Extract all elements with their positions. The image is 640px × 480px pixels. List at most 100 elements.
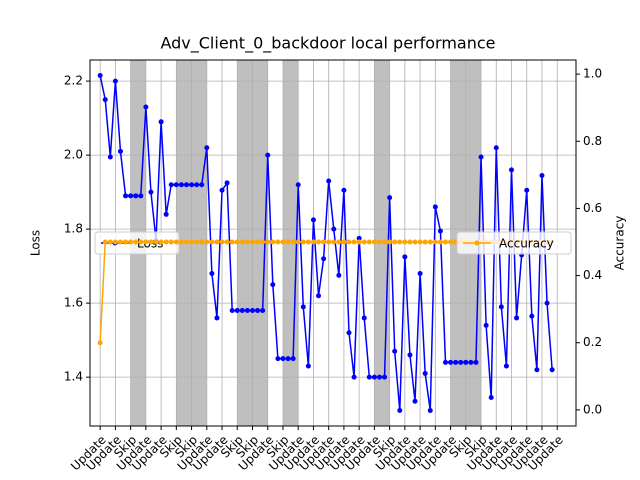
point xyxy=(432,239,438,245)
point xyxy=(331,226,337,232)
y2-tick-label: 0.0 xyxy=(583,402,602,416)
point xyxy=(341,187,347,193)
point xyxy=(290,356,296,362)
point xyxy=(189,239,195,245)
point xyxy=(97,340,103,346)
point xyxy=(229,308,235,314)
point xyxy=(209,239,215,245)
point xyxy=(514,315,520,321)
point xyxy=(468,359,474,365)
point xyxy=(310,217,316,223)
point xyxy=(280,356,286,362)
point xyxy=(128,239,134,245)
point xyxy=(128,193,134,199)
point xyxy=(453,359,459,365)
point xyxy=(239,308,245,314)
point xyxy=(422,370,428,376)
legend-label: Accuracy xyxy=(499,237,554,251)
point xyxy=(123,193,129,199)
point xyxy=(214,315,220,321)
y-tick-label: 2.2 xyxy=(64,74,83,88)
point xyxy=(478,154,484,160)
point xyxy=(117,148,123,154)
point xyxy=(265,152,271,158)
point xyxy=(244,308,250,314)
point xyxy=(285,239,291,245)
point xyxy=(183,182,189,188)
point xyxy=(234,308,240,314)
point xyxy=(189,182,195,188)
point xyxy=(305,363,311,369)
point xyxy=(112,78,118,84)
point xyxy=(503,363,509,369)
point xyxy=(168,182,174,188)
point xyxy=(382,374,388,380)
point xyxy=(107,239,113,245)
point xyxy=(427,407,433,413)
point xyxy=(463,359,469,365)
point xyxy=(366,374,372,380)
point xyxy=(133,193,139,199)
point xyxy=(371,239,377,245)
y-tick-label: 1.8 xyxy=(64,222,83,236)
point xyxy=(483,322,489,328)
point xyxy=(448,239,454,245)
y2-tick-label: 0.8 xyxy=(583,134,602,148)
point xyxy=(168,239,174,245)
point xyxy=(158,239,164,245)
point xyxy=(422,239,428,245)
point xyxy=(544,300,550,306)
point xyxy=(376,239,382,245)
point xyxy=(341,239,347,245)
point xyxy=(437,239,443,245)
point xyxy=(138,193,144,199)
point xyxy=(351,374,357,380)
point xyxy=(102,97,108,103)
point xyxy=(412,239,418,245)
point xyxy=(392,239,398,245)
point xyxy=(300,239,306,245)
point xyxy=(509,167,515,173)
legend-marker xyxy=(474,240,480,246)
point xyxy=(244,239,250,245)
point xyxy=(402,254,408,260)
point xyxy=(366,239,372,245)
point xyxy=(326,239,332,245)
point xyxy=(437,228,443,234)
point xyxy=(397,239,403,245)
point xyxy=(229,239,235,245)
point xyxy=(346,330,352,336)
point xyxy=(488,395,494,401)
point xyxy=(199,239,205,245)
plot-frame xyxy=(89,59,577,427)
point xyxy=(316,239,322,245)
point xyxy=(158,119,164,125)
point xyxy=(295,239,301,245)
point xyxy=(163,211,169,217)
point xyxy=(549,367,555,373)
point xyxy=(498,304,504,310)
point xyxy=(336,272,342,278)
point xyxy=(97,73,103,79)
point xyxy=(265,239,271,245)
point xyxy=(376,374,382,380)
point xyxy=(351,239,357,245)
point xyxy=(285,356,291,362)
point xyxy=(107,154,113,160)
point xyxy=(183,239,189,245)
point xyxy=(270,282,276,288)
point xyxy=(407,352,413,358)
point xyxy=(493,145,499,151)
point xyxy=(275,239,281,245)
point xyxy=(138,239,144,245)
point xyxy=(173,182,179,188)
point xyxy=(214,239,220,245)
point xyxy=(239,239,245,245)
point xyxy=(316,293,322,299)
point xyxy=(219,187,225,193)
point xyxy=(371,374,377,380)
point xyxy=(412,398,418,404)
point xyxy=(321,239,327,245)
point xyxy=(427,239,433,245)
point xyxy=(224,180,230,186)
